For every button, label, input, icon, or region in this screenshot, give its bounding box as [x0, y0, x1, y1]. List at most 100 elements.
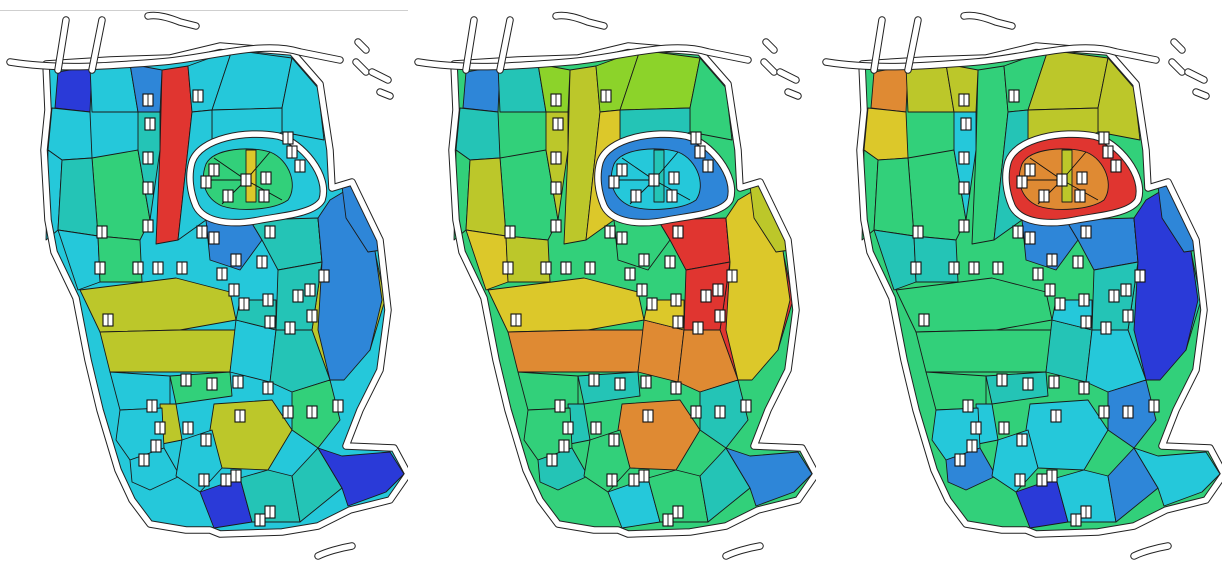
building-marker — [646, 297, 658, 311]
building-marker — [966, 439, 978, 453]
building-marker — [590, 421, 602, 435]
building-marker — [144, 117, 156, 131]
building-marker — [1024, 231, 1036, 245]
building-marker — [132, 261, 144, 275]
building-marker — [152, 261, 164, 275]
building-marker — [1070, 513, 1082, 527]
building-marker — [552, 117, 564, 131]
building-marker — [1074, 189, 1086, 203]
building-marker — [254, 513, 266, 527]
building-marker — [608, 175, 620, 189]
region-cell-c23 — [1045, 319, 1093, 383]
building-marker — [662, 513, 674, 527]
building-marker — [642, 409, 654, 423]
building-marker — [992, 261, 1004, 275]
building-marker — [554, 399, 566, 413]
building-marker — [1046, 253, 1058, 267]
building-marker — [142, 151, 154, 165]
building-marker — [1148, 399, 1160, 413]
building-marker — [968, 261, 980, 275]
building-marker — [1048, 375, 1060, 389]
building-marker — [264, 315, 276, 329]
building-marker — [142, 219, 154, 233]
building-marker — [550, 93, 562, 107]
building-marker — [1108, 289, 1120, 303]
building-marker — [636, 283, 648, 297]
map-svg-left — [6, 11, 408, 560]
road-inner — [1169, 59, 1185, 75]
building-marker — [1080, 505, 1092, 519]
region-cell-c01 — [455, 107, 501, 161]
region-cell-c00 — [54, 65, 93, 113]
building-marker — [142, 93, 154, 107]
building-marker — [546, 453, 558, 467]
building-marker — [616, 163, 628, 177]
region-cell-c07 — [1097, 57, 1141, 141]
building-marker — [714, 405, 726, 419]
building-marker — [256, 255, 268, 269]
building-marker — [948, 261, 960, 275]
region-cell-c12 — [545, 111, 569, 221]
building-marker — [504, 225, 516, 239]
building-marker — [284, 321, 296, 335]
road-inner — [315, 543, 355, 559]
building-marker — [584, 261, 596, 275]
road-inner — [761, 59, 777, 75]
building-marker — [614, 377, 626, 391]
building-marker — [1036, 473, 1048, 487]
region-cell-c07 — [689, 57, 733, 141]
region-cell-c23 — [637, 319, 685, 383]
building-marker — [200, 175, 212, 189]
road-inner — [905, 17, 921, 73]
building-marker — [958, 219, 970, 233]
building-marker — [232, 375, 244, 389]
region-cell-c11 — [873, 157, 915, 237]
building-marker — [970, 421, 982, 435]
building-marker — [630, 189, 642, 203]
building-marker — [550, 181, 562, 195]
building-marker — [958, 151, 970, 165]
building-marker — [918, 313, 930, 327]
region-cell-southEast — [317, 447, 405, 507]
building-marker — [714, 309, 726, 323]
building-marker — [912, 225, 924, 239]
building-marker — [96, 225, 108, 239]
map-panel-right — [816, 0, 1222, 565]
building-marker — [230, 253, 242, 267]
road-inner — [723, 543, 763, 559]
building-marker — [510, 313, 522, 327]
building-marker — [1046, 469, 1058, 483]
building-marker — [670, 293, 682, 307]
road-inner — [763, 39, 777, 53]
building-marker — [1014, 473, 1026, 487]
building-marker — [616, 231, 628, 245]
road-inner — [463, 17, 477, 73]
building-marker — [1078, 381, 1090, 395]
building-marker — [1110, 159, 1122, 173]
building-marker — [1122, 309, 1134, 323]
building-marker — [608, 433, 620, 447]
building-marker — [540, 261, 552, 275]
region-cell-c00 — [870, 65, 909, 113]
building-marker — [670, 381, 682, 395]
building-marker — [640, 375, 652, 389]
region-cell-c12 — [953, 111, 977, 221]
building-marker — [624, 267, 636, 281]
building-marker — [332, 399, 344, 413]
road-inner — [355, 39, 369, 53]
building-marker — [1098, 405, 1110, 419]
building-marker — [192, 89, 204, 103]
building-marker — [962, 399, 974, 413]
building-marker — [638, 253, 650, 267]
building-marker — [958, 93, 970, 107]
building-marker — [1054, 297, 1066, 311]
building-marker — [740, 399, 752, 413]
building-marker — [208, 163, 220, 177]
boundary-road-inner — [41, 43, 408, 537]
building-marker — [954, 453, 966, 467]
building-marker — [1032, 267, 1044, 281]
building-marker — [1122, 405, 1134, 419]
building-marker — [1044, 283, 1056, 297]
building-marker — [150, 439, 162, 453]
building-marker — [638, 469, 650, 483]
